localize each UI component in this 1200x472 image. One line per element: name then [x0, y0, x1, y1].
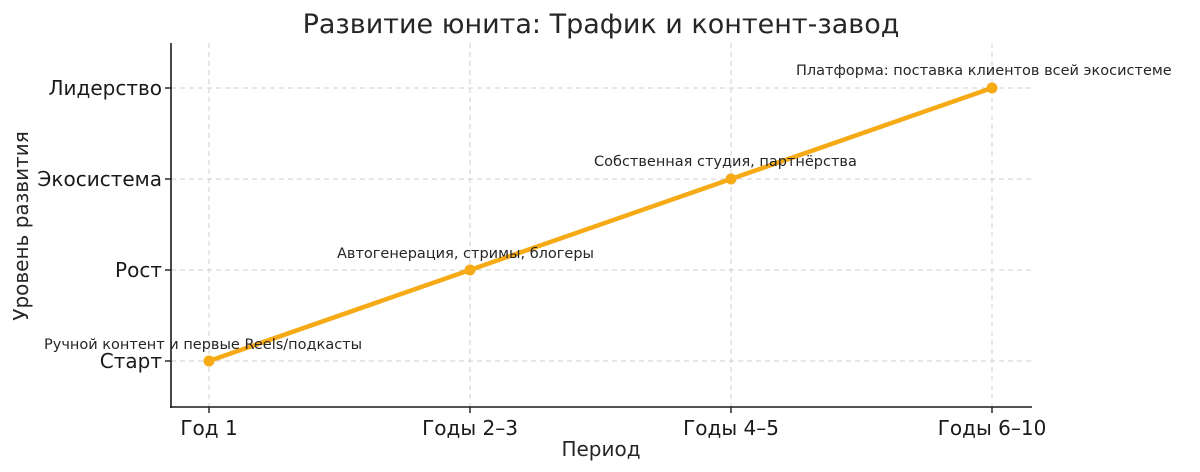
data-point-2 — [725, 173, 737, 185]
x-tick-label-3: Годы 6–10 — [938, 416, 1047, 440]
series-line — [203, 82, 998, 367]
y-axis-label: Уровень развития — [9, 131, 33, 320]
grid-lines — [171, 43, 1032, 407]
x-axis-label: Период — [561, 437, 640, 461]
series-line-0 — [206, 85, 995, 364]
annotation-3: Платформа: поставка клиентов всей экосис… — [796, 63, 1172, 79]
y-tick-label-0: Старт — [100, 349, 163, 373]
y-tick-label-3: Лидерство — [48, 76, 162, 100]
x-tick-label-2: Годы 4–5 — [683, 416, 779, 440]
data-point-1 — [464, 264, 476, 276]
y-tick-label-1: Рост — [115, 258, 162, 282]
annotation-0: Ручной контент и первые Reels/подкасты — [44, 337, 362, 353]
annotation-1: Автогенерация, стримы, блогеры — [337, 246, 594, 262]
axis-ticks: Год 1 Годы 2–3 Годы 4–5 Годы 6–10 Старт Рост Э… — [37, 76, 1046, 440]
annotations: Ручной контент и первые Reels/подкасты Ав… — [44, 63, 1172, 353]
chart-title: Развитие юнита: Трафик и контент-завод — [303, 9, 900, 40]
data-point-3 — [986, 82, 998, 94]
annotation-2: Собственная студия, партнёрства — [594, 154, 857, 170]
x-tick-label-0: Год 1 — [180, 416, 237, 440]
y-tick-label-2: Экосистема — [37, 167, 162, 191]
x-tick-label-1: Годы 2–3 — [422, 416, 518, 440]
data-point-0 — [203, 355, 215, 367]
